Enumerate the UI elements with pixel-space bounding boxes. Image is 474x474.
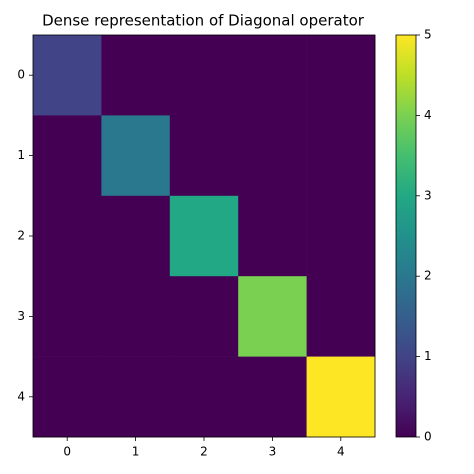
y-tick-label: 1 [17,148,25,162]
cell [238,35,307,116]
cell [306,356,376,438]
colorbar-tick-label: 2 [424,269,432,283]
cell [33,115,102,197]
cell [306,195,376,277]
cell [238,195,307,277]
y-tick-label: 4 [17,389,25,403]
cell [238,115,307,197]
x-tick-label: 3 [269,445,277,459]
cell [101,195,171,277]
colorbar-tick-label: 5 [424,28,432,42]
cell [169,115,239,197]
cell [306,276,376,357]
cell [33,276,102,357]
colorbar-tick-label: 1 [424,349,432,363]
colorbar [395,34,417,438]
cell [238,356,307,438]
y-tick-label: 0 [17,68,25,82]
x-tick-label: 1 [132,445,140,459]
cell [101,276,171,357]
colorbar-tick-label: 3 [424,188,432,202]
cell [169,276,239,357]
cell [306,115,376,197]
cell [33,195,102,277]
x-tick-label: 2 [200,445,208,459]
y-tick-label: 3 [17,309,25,323]
colorbar-tick-label: 0 [424,430,432,444]
cell [238,276,307,357]
cell [169,356,239,438]
x-tick-label: 4 [337,445,345,459]
colorbar-tick-label: 4 [424,108,432,122]
cell [33,356,102,438]
chart-title: Dense representation of Diagonal operato… [42,12,365,30]
y-tick-label: 2 [17,229,25,243]
cell [169,35,239,116]
cell [169,195,239,277]
cell [101,35,171,116]
cell [101,356,171,438]
cell [101,115,171,197]
cell [33,35,102,116]
cell [306,35,376,116]
x-tick-label: 0 [63,445,71,459]
